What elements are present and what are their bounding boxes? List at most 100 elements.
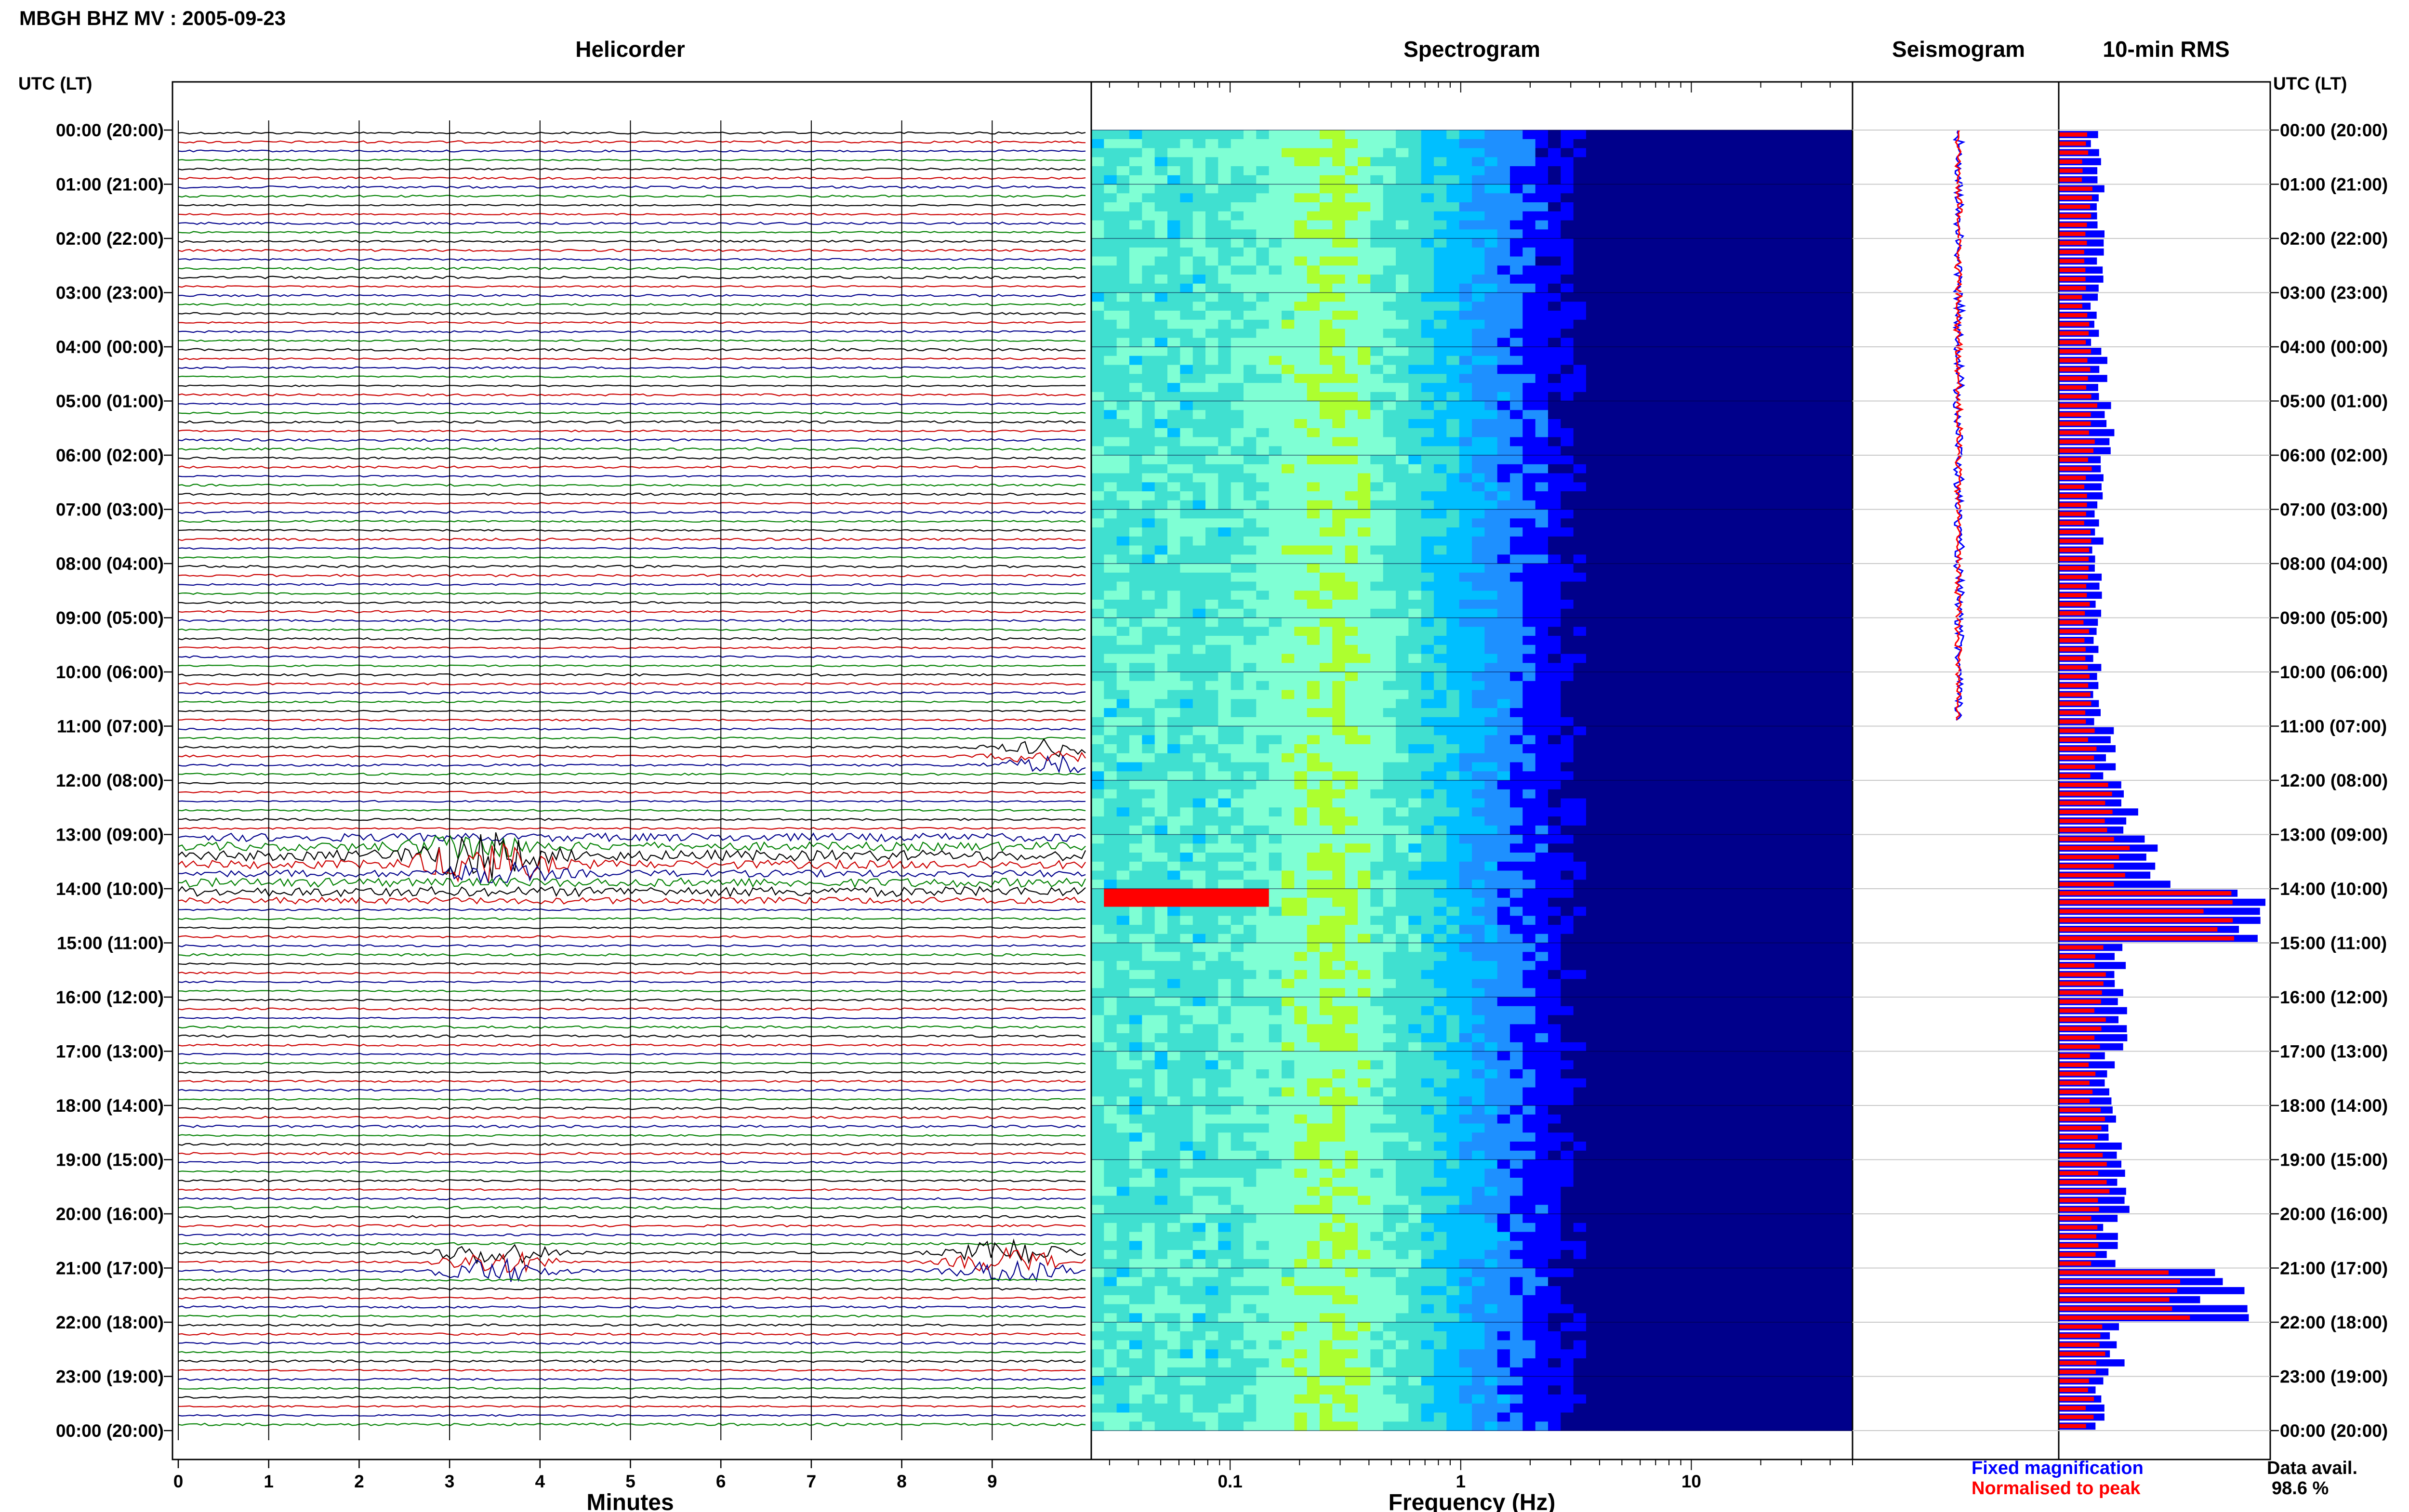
spectrogram-cell [1472, 527, 1485, 537]
spectrogram-cell [1104, 410, 1117, 420]
spectrogram-cell [1624, 527, 1637, 537]
spectrogram-cell [1370, 690, 1384, 699]
spectrogram-cell [1510, 572, 1523, 582]
spectrogram-cell [1662, 256, 1675, 266]
spectrogram-cell [1180, 464, 1193, 474]
spectrogram-cell [1510, 627, 1523, 636]
spectrogram-cell [1637, 157, 1650, 167]
spectrogram-cell [1548, 726, 1561, 736]
spectrogram-cell [1154, 572, 1168, 582]
spectrogram-cell [1256, 374, 1270, 383]
spectrogram-cell [1675, 744, 1688, 754]
spectrogram-cell [1548, 292, 1561, 302]
spectrogram-cell [1383, 798, 1396, 808]
spectrogram-cell [1535, 401, 1549, 410]
spectrogram-cell [1599, 672, 1612, 682]
spectrogram-cell [1535, 455, 1549, 465]
spectrogram-cell [1091, 753, 1104, 763]
spectrogram-cell [1586, 762, 1599, 772]
spectrogram-cell [1370, 392, 1384, 402]
spectrogram-cell [1700, 482, 1713, 492]
helicorder-trace [178, 547, 1086, 550]
spectrogram-cell [1472, 211, 1485, 221]
spectrogram-cell [1725, 600, 1739, 609]
spectrogram-cell [1256, 355, 1270, 366]
spectrogram-cell [1573, 265, 1587, 275]
spectrogram-cell [1434, 347, 1447, 356]
spectrogram-cell [1154, 762, 1168, 772]
spectrogram-cell [1713, 193, 1726, 203]
spectrogram-cell [1840, 338, 1853, 347]
spectrogram-cell [1497, 807, 1510, 817]
spectrogram-cell [1725, 762, 1739, 772]
spectrogram-cell [1244, 807, 1257, 817]
spectrogram-cell [1358, 591, 1371, 600]
spectrogram-cell [1827, 184, 1840, 194]
spectrogram-cell [1129, 464, 1142, 474]
spectrogram-cell [1167, 446, 1180, 456]
spectrogram-cell [1294, 780, 1308, 790]
spectrogram-cell [1675, 148, 1688, 158]
spectrogram-cell [1573, 175, 1587, 185]
spectrogram-cell [1763, 283, 1777, 293]
spectrogram-cell [1472, 455, 1485, 465]
spectrogram-cell [1484, 807, 1498, 817]
spectrogram-cell [1763, 834, 1777, 844]
spectrogram-cell [1751, 383, 1764, 393]
spectrogram-cell [1751, 283, 1764, 293]
spectrogram-cell [1497, 184, 1510, 194]
spectrogram-cell [1142, 825, 1155, 835]
spectrogram-cell [1104, 419, 1117, 429]
spectrogram-cell [1763, 545, 1777, 555]
spectrogram-cell [1522, 446, 1536, 456]
spectrogram-cell [1180, 374, 1193, 383]
spectrogram-cell [1332, 265, 1346, 275]
spectrogram-cell [1561, 148, 1574, 158]
spectrogram-cell [1827, 581, 1840, 591]
spectrogram-cell [1611, 843, 1625, 853]
spectrogram-cell [1535, 338, 1549, 347]
spectrogram-cell [1091, 374, 1104, 383]
spectrogram-cell [1154, 374, 1168, 383]
spectrogram-cell [1116, 744, 1130, 754]
spectrogram-cell [1725, 139, 1739, 149]
spectrogram-cell [1675, 256, 1688, 266]
spectrogram-cell [1789, 374, 1802, 383]
spectrogram-cell [1472, 157, 1485, 167]
spectrogram-cell [1205, 564, 1218, 573]
spectrogram-cell [1738, 744, 1751, 754]
spectrogram-cell [1789, 283, 1802, 293]
spectrogram-cell [1725, 627, 1739, 636]
spectrogram-cell [1370, 708, 1384, 718]
spectrogram-cell [1662, 319, 1675, 329]
spectrogram-cell [1154, 338, 1168, 347]
helicorder-trace [178, 483, 1086, 487]
spectrogram-cell [1218, 500, 1231, 510]
spectrogram-cell [1167, 410, 1180, 420]
spectrogram-cell [1307, 572, 1320, 582]
spectrogram-cell [1205, 654, 1218, 663]
spectrogram-cell [1675, 717, 1688, 727]
spectrogram-cell [1104, 437, 1117, 447]
spectrogram-cell [1751, 554, 1764, 564]
spectrogram-cell [1332, 365, 1346, 374]
spectrogram-cell [1154, 130, 1168, 140]
spectrogram-cell [1637, 302, 1650, 311]
spectrogram-cell [1180, 807, 1193, 817]
spectrogram-cell [1624, 735, 1637, 745]
spectrogram-cell [1561, 681, 1574, 691]
spectrogram-cell [1497, 211, 1510, 221]
spectrogram-cell [1599, 654, 1612, 663]
spectrogram-cell [1116, 654, 1130, 663]
spectrogram-cell [1205, 130, 1218, 140]
spectrogram-cell [1738, 608, 1751, 618]
spectrogram-cell [1662, 347, 1675, 356]
helicorder-trace [178, 817, 1086, 821]
spectrogram-cell [1332, 247, 1346, 257]
spectrogram-cell [1840, 401, 1853, 410]
spectrogram-cell [1472, 518, 1485, 528]
spectrogram-cell [1383, 265, 1396, 275]
spectrogram-cell [1269, 473, 1282, 483]
spectrogram-cell [1827, 762, 1840, 772]
spectrogram-cell [1192, 256, 1206, 266]
